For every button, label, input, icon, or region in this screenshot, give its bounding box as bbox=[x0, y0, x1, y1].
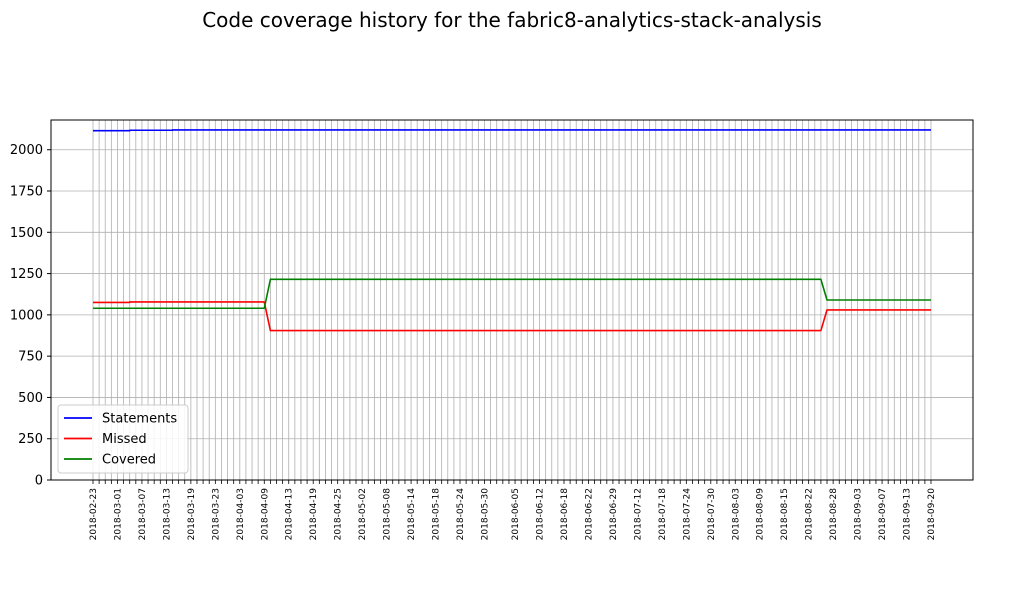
x-tick-label: 2018-09-13 bbox=[903, 488, 913, 540]
y-tick-label: 250 bbox=[18, 432, 43, 447]
y-tick-label: 500 bbox=[18, 391, 43, 406]
legend-label-covered: Covered bbox=[102, 453, 156, 468]
x-tick-label: 2018-05-02 bbox=[358, 488, 368, 540]
x-tick-label: 2018-08-03 bbox=[731, 488, 741, 540]
x-tick-label: 2018-07-24 bbox=[682, 488, 692, 541]
y-tick-label: 0 bbox=[35, 474, 43, 489]
y-tick-label: 2000 bbox=[10, 143, 43, 158]
x-tick-label: 2018-06-18 bbox=[560, 488, 570, 541]
legend-label-missed: Missed bbox=[102, 432, 147, 447]
x-tick-label: 2018-09-07 bbox=[878, 488, 888, 540]
x-tick-label: 2018-06-22 bbox=[584, 488, 594, 540]
chart-title: Code coverage history for the fabric8-an… bbox=[202, 8, 822, 32]
series-line-missed bbox=[93, 301, 931, 332]
y-axis: 0 250 500 750 1000 1250 1500 1750 2000 bbox=[10, 143, 51, 489]
series-lines bbox=[93, 129, 931, 332]
x-tick-label: 2018-07-12 bbox=[633, 488, 643, 540]
x-tick-label: 2018-03-01 bbox=[113, 488, 123, 540]
x-tick-label: 2018-03-23 bbox=[211, 488, 221, 540]
series-line-covered bbox=[93, 278, 931, 310]
grid bbox=[51, 120, 973, 481]
x-tick-label: 2018-05-30 bbox=[480, 488, 490, 541]
y-tick-label: 1000 bbox=[10, 308, 43, 323]
x-tick-label: 2018-09-20 bbox=[927, 488, 937, 541]
x-tick-label: 2018-07-30 bbox=[707, 488, 717, 541]
x-tick-label: 2018-04-09 bbox=[260, 488, 270, 541]
y-tick-label: 1500 bbox=[10, 226, 43, 241]
plot-frame bbox=[50, 119, 974, 481]
y-tick-label: 1750 bbox=[10, 185, 43, 200]
x-tick-label: 2018-03-07 bbox=[138, 488, 148, 540]
legend-label-statements: Statements bbox=[102, 412, 177, 427]
x-tick-label: 2018-05-18 bbox=[432, 488, 442, 541]
x-tick-label: 2018-05-08 bbox=[383, 488, 393, 541]
series-line-statements bbox=[93, 129, 931, 132]
x-tick-label: 2018-09-03 bbox=[854, 488, 864, 540]
x-tick-label: 2018-02-23 bbox=[89, 488, 99, 540]
x-tick-label: 2018-07-18 bbox=[658, 488, 668, 541]
x-tick-label: 2018-08-15 bbox=[780, 488, 790, 540]
legend-box bbox=[57, 404, 189, 474]
x-tick-label: 2018-08-28 bbox=[829, 488, 839, 541]
x-tick-label: 2018-06-29 bbox=[609, 488, 619, 541]
x-tick-label: 2018-03-19 bbox=[187, 488, 197, 541]
x-tick-label: 2018-05-14 bbox=[407, 488, 417, 541]
x-tick-label: 2018-04-13 bbox=[285, 488, 295, 540]
x-tick-label: 2018-06-05 bbox=[511, 488, 521, 540]
legend: Statements Missed Covered bbox=[57, 404, 189, 474]
x-tick-label: 2018-05-24 bbox=[456, 488, 466, 541]
x-tick-label: 2018-04-25 bbox=[334, 488, 344, 540]
x-tick-label: 2018-04-19 bbox=[309, 488, 319, 541]
x-axis: 2018-02-23 2018-03-01 2018-03-07 2018-03-13… bbox=[89, 480, 937, 540]
y-tick-label: 750 bbox=[18, 350, 43, 365]
x-tick-label: 2018-04-03 bbox=[236, 488, 246, 540]
y-tick-label: 1250 bbox=[10, 267, 43, 282]
x-tick-label: 2018-08-09 bbox=[756, 488, 766, 541]
x-tick-label: 2018-06-12 bbox=[536, 488, 546, 540]
x-tick-label: 2018-03-13 bbox=[162, 488, 172, 540]
x-tick-label: 2018-08-22 bbox=[805, 488, 815, 540]
